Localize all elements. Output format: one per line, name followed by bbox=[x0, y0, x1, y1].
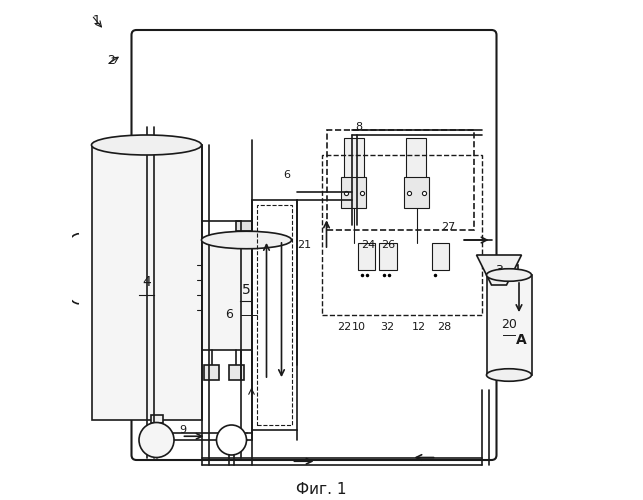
Ellipse shape bbox=[201, 231, 291, 248]
Bar bbox=[344, 138, 364, 188]
Ellipse shape bbox=[91, 135, 201, 155]
Bar bbox=[237, 221, 257, 231]
Circle shape bbox=[217, 425, 246, 455]
Ellipse shape bbox=[487, 369, 532, 381]
Bar bbox=[500, 265, 518, 275]
Text: 6: 6 bbox=[225, 308, 233, 322]
Polygon shape bbox=[476, 255, 521, 285]
Text: 21: 21 bbox=[297, 240, 311, 250]
Text: 28: 28 bbox=[437, 322, 451, 332]
Bar bbox=[322, 155, 482, 315]
Bar bbox=[341, 178, 367, 208]
Text: 32: 32 bbox=[381, 322, 395, 332]
Bar bbox=[229, 365, 244, 380]
Text: 5: 5 bbox=[242, 282, 251, 296]
Bar bbox=[404, 178, 429, 208]
Text: 20: 20 bbox=[501, 318, 517, 332]
Bar bbox=[264, 365, 279, 380]
Bar bbox=[379, 242, 397, 270]
Bar bbox=[274, 365, 289, 380]
Text: 1: 1 bbox=[93, 14, 100, 26]
Bar bbox=[201, 240, 291, 350]
Text: 27: 27 bbox=[441, 222, 455, 232]
Text: Фиг. 1: Фиг. 1 bbox=[296, 482, 347, 498]
Text: 3: 3 bbox=[495, 264, 503, 276]
Text: 2: 2 bbox=[107, 54, 116, 66]
Text: 8: 8 bbox=[356, 122, 363, 132]
Text: 10: 10 bbox=[352, 322, 366, 332]
Text: 12: 12 bbox=[412, 322, 426, 332]
Bar bbox=[327, 130, 474, 230]
Bar bbox=[91, 145, 201, 420]
Circle shape bbox=[139, 422, 174, 458]
Ellipse shape bbox=[487, 269, 532, 281]
Bar bbox=[431, 242, 449, 270]
Text: 9: 9 bbox=[179, 425, 186, 435]
Bar bbox=[358, 242, 375, 270]
Text: 22: 22 bbox=[338, 322, 352, 332]
Text: 4: 4 bbox=[142, 276, 151, 289]
Text: 26: 26 bbox=[381, 240, 395, 250]
Text: A: A bbox=[516, 333, 527, 347]
Text: 6: 6 bbox=[283, 170, 290, 180]
Bar bbox=[406, 138, 426, 188]
Bar bbox=[257, 205, 291, 425]
Bar bbox=[204, 365, 219, 380]
Text: 24: 24 bbox=[361, 240, 375, 250]
Bar bbox=[251, 200, 296, 430]
Bar bbox=[150, 415, 163, 422]
Bar bbox=[487, 275, 532, 375]
